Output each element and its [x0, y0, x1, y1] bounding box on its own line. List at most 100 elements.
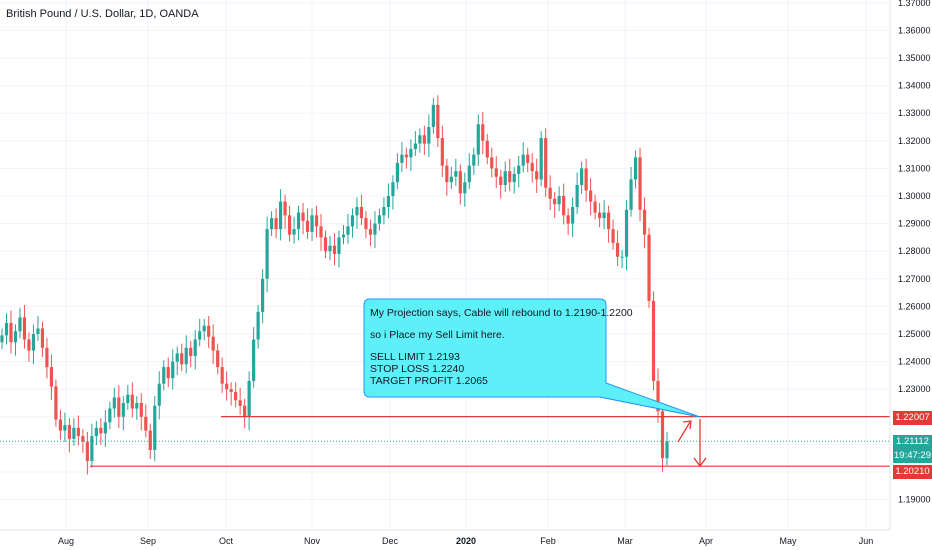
level-high-tag: 1.22007 — [893, 411, 932, 425]
callout-line-2: so i Place my Sell Limit here. — [370, 329, 505, 341]
candle-body — [94, 427, 98, 437]
x-tick-label: Aug — [58, 536, 74, 546]
y-tick-label: 1.26000 — [898, 301, 931, 311]
price-axis[interactable]: 1.190001.200001.210001.220001.230001.240… — [898, 0, 931, 505]
candle-body — [665, 441, 669, 459]
up-arrow-head — [682, 420, 692, 430]
candle-body — [296, 212, 301, 230]
candle-body — [202, 325, 206, 332]
x-tick-label: Oct — [219, 536, 234, 546]
candle-body — [18, 317, 22, 332]
candle-body — [598, 212, 602, 219]
candle-body — [602, 212, 606, 219]
candle-body — [269, 218, 274, 230]
candle-body — [256, 311, 260, 340]
time-axis[interactable]: Aug Sep Oct Nov Dec 2020 Feb Mar Apr May Jun — [58, 536, 873, 546]
candle-body — [139, 403, 143, 417]
candle-body — [606, 212, 611, 230]
candle-body — [373, 223, 377, 235]
candle-body — [647, 234, 651, 301]
candle-body — [382, 207, 386, 216]
candle-body — [454, 171, 458, 177]
x-tick-label: Nov — [304, 536, 321, 546]
candle-body — [629, 179, 633, 210]
candle-body — [126, 394, 130, 403]
candle-body — [310, 215, 314, 232]
candle-body — [229, 389, 233, 392]
candle-body — [58, 419, 63, 431]
candle-body — [144, 416, 148, 431]
candles — [0, 95, 669, 475]
candle-body — [391, 182, 395, 196]
candle-body — [557, 196, 561, 205]
candle-body — [162, 367, 166, 384]
candle-body — [422, 135, 426, 144]
y-tick-label: 1.24000 — [898, 357, 931, 367]
x-tick-label: Dec — [382, 536, 399, 546]
candle-body — [166, 367, 170, 379]
candle-body — [13, 331, 18, 343]
candle-body — [278, 201, 283, 230]
level-lines — [0, 416, 890, 467]
candle-body — [548, 187, 552, 199]
callout-line-4: STOP LOSS 1.2240 — [370, 363, 465, 375]
candle-body — [490, 157, 494, 169]
candle-body — [521, 154, 525, 166]
candle-body — [571, 207, 575, 224]
candle-body — [198, 331, 202, 340]
candle-body — [301, 212, 305, 221]
candle-body — [404, 154, 408, 158]
candle-body — [638, 157, 642, 210]
countdown-tag: 19:47:29 — [893, 449, 932, 463]
candle-body — [328, 245, 332, 252]
candle-body — [611, 229, 615, 243]
y-tick-label: 1.28000 — [898, 246, 931, 256]
candle-body — [418, 135, 422, 144]
candle-body — [81, 436, 85, 442]
candle-body — [508, 171, 512, 183]
candle-body — [476, 124, 480, 155]
candle-body — [40, 328, 45, 348]
candle-body — [332, 245, 337, 254]
candle-body — [377, 215, 382, 224]
candle-body — [566, 215, 570, 224]
up-arrow-shaft — [677, 421, 691, 443]
y-tick-label: 1.31000 — [898, 163, 931, 173]
candle-body — [323, 237, 328, 252]
candle-body — [530, 162, 534, 172]
candle-body — [184, 347, 188, 365]
candle-body — [238, 400, 242, 406]
grid-lines — [0, 0, 890, 530]
candle-body — [211, 336, 215, 351]
candle-body — [314, 215, 319, 227]
candle-body — [22, 317, 27, 340]
y-tick-label: 1.29000 — [898, 219, 931, 229]
candle-body — [103, 422, 107, 434]
candle-body — [171, 361, 175, 379]
candle-body — [265, 229, 269, 279]
candle-body — [458, 171, 462, 194]
y-tick-label: 1.35000 — [898, 53, 931, 63]
candle-body — [54, 386, 58, 420]
candle-body — [148, 430, 152, 450]
candle-body — [449, 176, 453, 183]
x-tick-label: Feb — [540, 536, 556, 546]
candle-body — [261, 278, 265, 312]
candle-body — [467, 165, 471, 183]
candle-body — [9, 322, 13, 343]
candle-body — [463, 182, 467, 194]
candle-body — [175, 353, 179, 362]
candle-body — [562, 196, 566, 216]
candle-body — [252, 339, 256, 381]
candle-body — [305, 220, 310, 232]
candle-body — [4, 322, 9, 336]
candle-body — [386, 196, 391, 208]
y-tick-label: 1.36000 — [898, 25, 931, 35]
current-price-tag: 1.21112 — [893, 435, 932, 449]
candle-body — [117, 397, 121, 417]
candle-body — [535, 171, 539, 180]
candle-body — [72, 427, 76, 439]
candle-body — [440, 138, 444, 166]
